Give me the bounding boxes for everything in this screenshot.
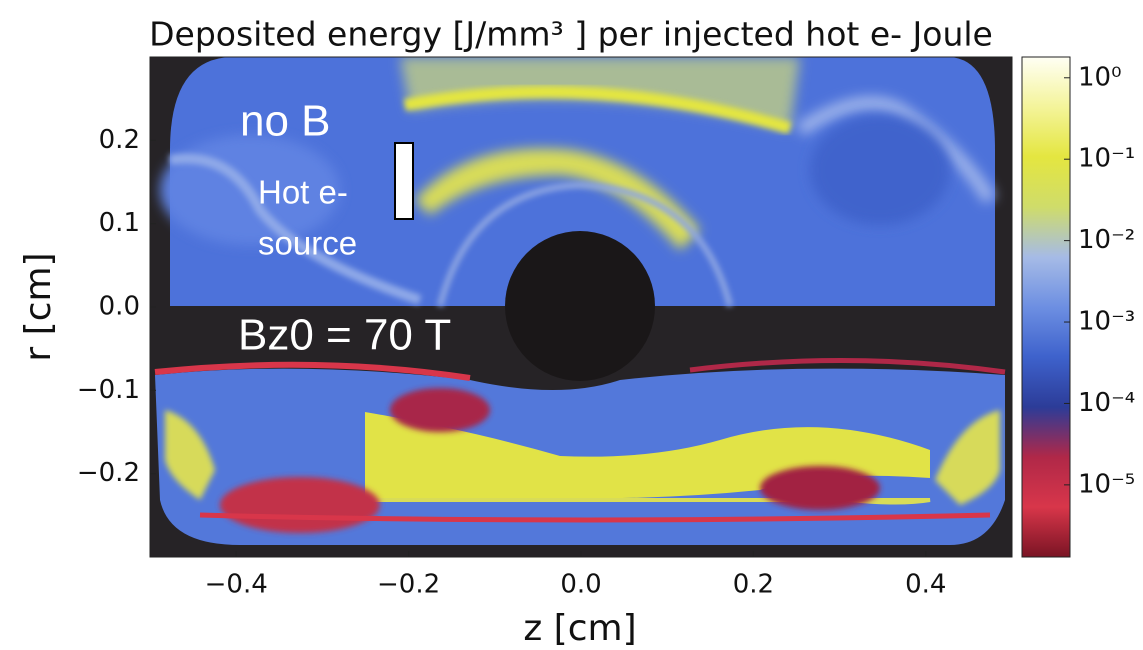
colorbar-tick-label: 10⁻¹: [1078, 144, 1135, 174]
x-tick-label: 0.2: [733, 570, 774, 600]
lower-red-hill-left: [220, 477, 380, 533]
hot-electron-source-marker: [394, 142, 414, 220]
y-axis-label: r [cm]: [18, 252, 59, 361]
lower-right-yellow: [935, 410, 1000, 505]
upper-left-arc: [169, 153, 422, 305]
y-tick-label: 0.1: [99, 208, 140, 238]
lower-red-patch: [390, 388, 490, 432]
colorbar-tick-label: 10⁻⁴: [1078, 388, 1135, 418]
y-tick-label: −0.2: [77, 458, 140, 488]
x-tick-label: 0.0: [560, 570, 601, 600]
colorbar: [1021, 56, 1071, 558]
x-tick-label: 0.4: [905, 570, 946, 600]
y-tick-label: 0.2: [99, 125, 140, 155]
annotation: source: [258, 225, 357, 262]
upper-yellow-arc: [403, 85, 792, 134]
upper-inner-arc: [437, 181, 733, 307]
lower-red-streak-right: [689, 358, 1006, 375]
colorbar-tick-label: 10⁻⁵: [1078, 469, 1135, 499]
colorbar-tick-label: 10⁻³: [1078, 307, 1135, 337]
chart-title: Deposited energy [J/mm³ ] per injected h…: [149, 15, 993, 54]
central-target: [505, 231, 655, 381]
y-tick-label: 0.0: [99, 292, 140, 322]
annotation: Hot e-: [258, 174, 348, 211]
annotation: no B: [240, 97, 331, 146]
x-tick-label: −0.4: [205, 570, 268, 600]
field: [150, 57, 1012, 557]
lower-left-yellow: [165, 410, 215, 500]
annotation: Bz0 = 70 T: [238, 311, 451, 360]
colorbar-tick-label: 10⁻²: [1078, 225, 1135, 255]
x-tick-label: −0.2: [377, 570, 440, 600]
lower-red-base: [199, 512, 991, 523]
upper-right-arc: [796, 96, 997, 204]
upper-right-bump: [810, 115, 950, 225]
upper-yellow-blob: [415, 148, 700, 250]
lower-red-streak: [154, 361, 471, 381]
colorbar-tick-label: 10⁰: [1078, 62, 1122, 92]
y-tick-label: −0.1: [77, 375, 140, 405]
lower-red-hill-right: [760, 466, 880, 510]
x-axis-label: z [cm]: [523, 608, 636, 649]
